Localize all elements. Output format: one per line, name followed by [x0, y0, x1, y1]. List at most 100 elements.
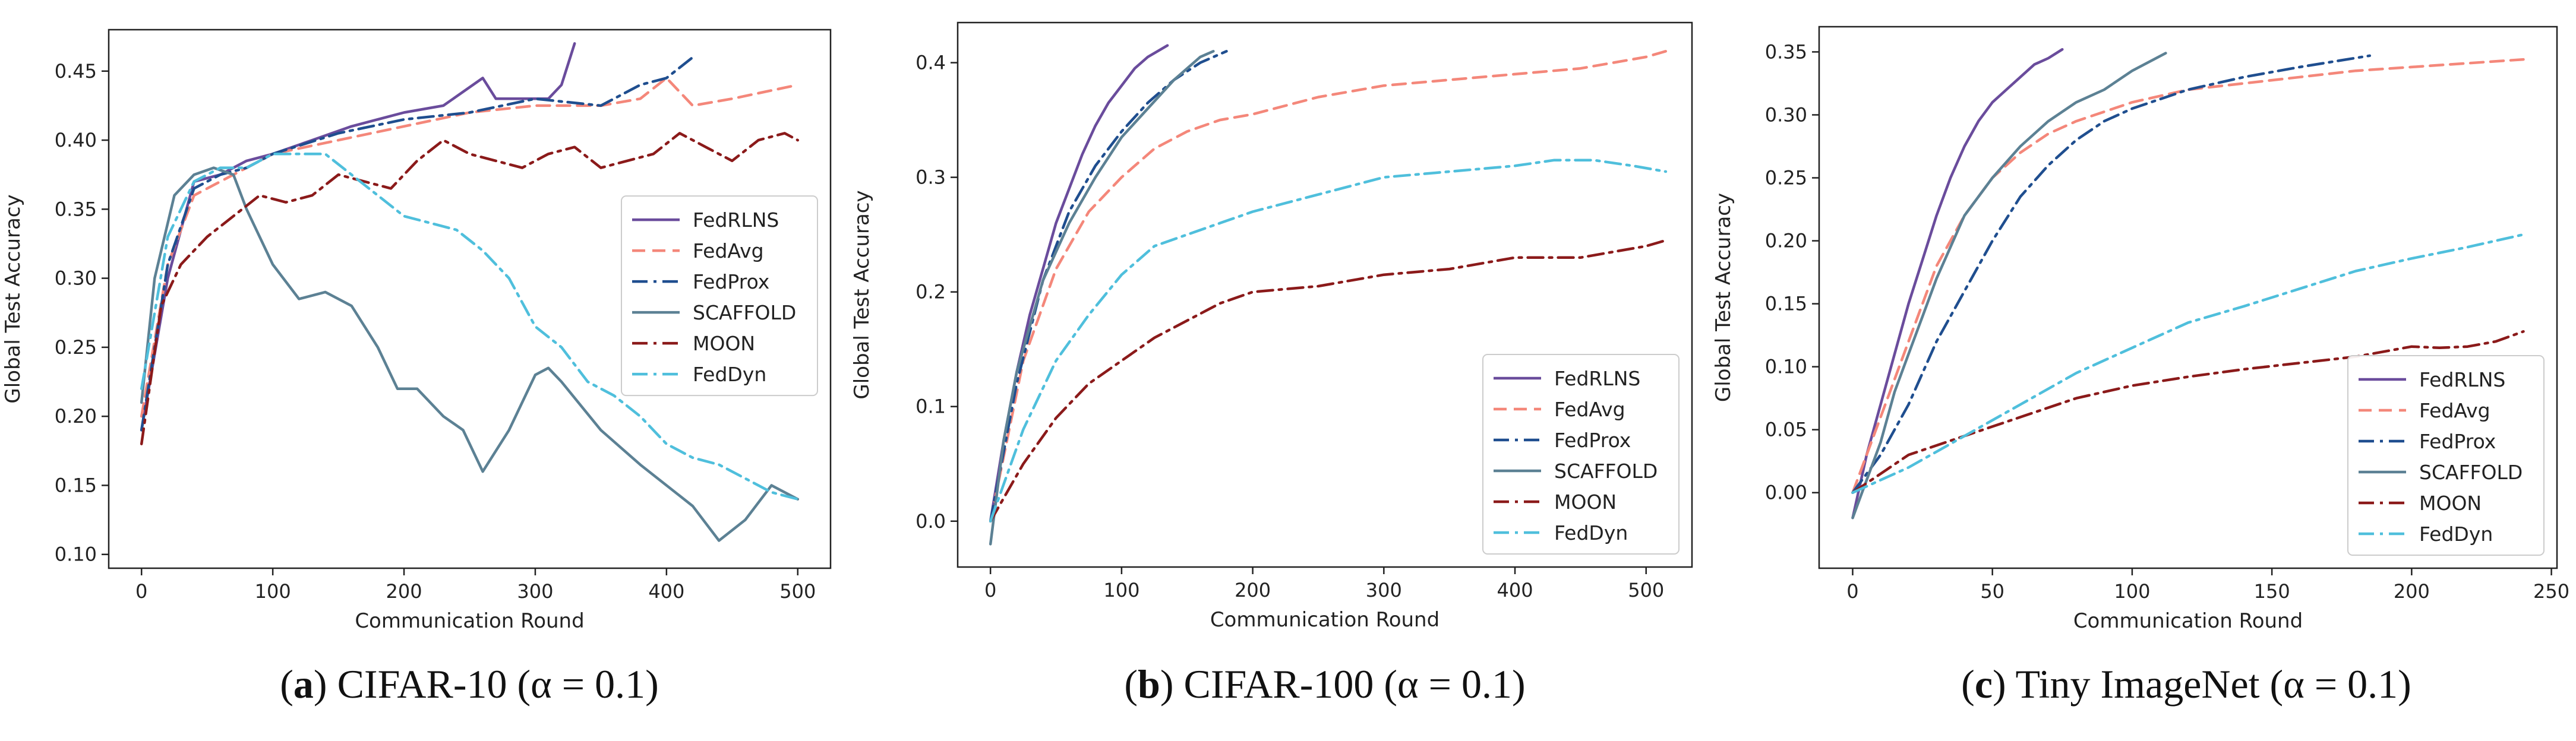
y-tick-label: 0.05: [1765, 419, 1807, 441]
x-tick-label: 300: [517, 580, 553, 603]
series-line-scaffold: [1851, 52, 2167, 520]
series-line-fedprox: [140, 56, 694, 432]
legend-label: FedRLNS: [1554, 367, 1640, 390]
caption-text: CIFAR-10 (α = 0.1): [337, 661, 659, 707]
series-line-feddyn: [989, 159, 1668, 523]
series-line-moon: [989, 239, 1668, 523]
caption-open-paren: (: [1961, 661, 1975, 707]
y-tick-label: 0.00: [1765, 482, 1807, 504]
legend-label: SCAFFOLD: [2419, 461, 2523, 484]
caption-label: a: [293, 661, 314, 707]
caption-text: CIFAR-100 (α = 0.1): [1183, 661, 1525, 707]
legend-label: FedRLNS: [693, 208, 779, 232]
y-axis-label: Global Test Accuracy: [850, 190, 874, 399]
legend: FedRLNS FedAvg FedProx SCAFFOLD MOON FedDyn: [621, 195, 818, 397]
x-axis-label: Communication Round: [2073, 609, 2303, 633]
x-tick-label: 100: [1103, 579, 1139, 601]
caption-label: b: [1138, 661, 1160, 707]
caption: (b) CIFAR-100 (α = 0.1): [1124, 661, 1525, 707]
series-group: [1851, 48, 2525, 520]
caption-open-paren: (: [280, 661, 293, 707]
caption-label: c: [1975, 661, 1993, 707]
legend-label: FedAvg: [1554, 398, 1625, 421]
y-tick-label: 0.20: [55, 405, 97, 428]
chart-panel-c: 0 50 100 150 200 250 0.00 0.05 0.10 0.15 0.20 0.25 0…: [1712, 26, 2569, 707]
series-line-feddyn: [140, 153, 800, 501]
x-tick-label: 50: [1980, 580, 2004, 603]
x-tick-label: 500: [779, 580, 816, 603]
legend-box: [1482, 354, 1680, 555]
y-tick-label: 0.35: [1765, 40, 1807, 63]
x-axis-label: Communication Round: [355, 609, 584, 633]
legend: FedRLNS FedAvg FedProx SCAFFOLD MOON FedDyn: [1482, 354, 1680, 555]
legend-box: [2347, 355, 2545, 556]
series-line-feddyn: [1851, 233, 2525, 494]
y-tick-label: 0.30: [55, 267, 97, 290]
series-line-fedprox: [989, 50, 1228, 523]
legend-label: FedDyn: [2419, 522, 2493, 546]
y-tick-label: 0.4: [916, 52, 946, 74]
y-tick-label: 0.45: [55, 60, 97, 83]
x-tick-label: 0: [135, 580, 147, 603]
series-line-fedavg: [1851, 58, 2525, 494]
y-tick-label: 0.1: [916, 395, 946, 418]
series-group: [989, 44, 1668, 546]
series-line-fedrlns: [140, 42, 576, 432]
y-axis-label: Global Test Accuracy: [1712, 193, 1735, 402]
x-tick-label: 0: [1846, 580, 1858, 603]
caption-close-paren: ): [1160, 661, 1184, 707]
y-tick-label: 0.2: [916, 281, 946, 303]
plot-frame: [956, 21, 1693, 568]
legend-label: FedAvg: [693, 239, 764, 262]
legend-label: FedRLNS: [2419, 368, 2505, 391]
y-tick-label: 0.20: [1765, 230, 1807, 252]
legend-label: FedAvg: [2419, 399, 2490, 422]
series-line-fedavg: [989, 50, 1668, 523]
plot-frame: [1818, 26, 2558, 569]
y-tick-label: 0.15: [1765, 293, 1807, 315]
legend-label: FedDyn: [693, 363, 766, 386]
series-group: [140, 42, 800, 542]
legend-label: SCAFFOLD: [1554, 460, 1658, 483]
series-line-scaffold: [140, 166, 800, 542]
x-tick-label: 400: [648, 580, 684, 603]
y-tick-label: 0.10: [1765, 356, 1807, 378]
x-tick-label: 0: [984, 579, 996, 601]
legend-box: [621, 195, 818, 397]
legend-label: FedDyn: [1554, 521, 1628, 544]
x-tick-label: 150: [2254, 580, 2290, 603]
x-tick-label: 200: [386, 580, 422, 603]
series-line-fedprox: [1851, 54, 2372, 494]
y-tick-label: 0.40: [55, 129, 97, 151]
series-line-moon: [1851, 330, 2525, 494]
caption-open-paren: (: [1124, 661, 1138, 707]
x-tick-label: 100: [2114, 580, 2150, 603]
legend-label: FedProx: [693, 270, 769, 293]
chart-panel-a: 0 100 200 300 400 500 0.10 0.15 0.20 0.25 0.30 0.35…: [1, 28, 832, 707]
y-tick-label: 0.25: [55, 336, 97, 359]
x-tick-label: 250: [2533, 580, 2569, 603]
x-tick-label: 500: [1628, 579, 1664, 601]
chart-panel-b: 0 100 200 300 400 500 0.0 0.1 0.2 0.3 0.4 Communica…: [850, 21, 1693, 707]
legend: FedRLNS FedAvg FedProx SCAFFOLD MOON FedDyn: [2347, 355, 2545, 556]
x-tick-label: 200: [2394, 580, 2430, 603]
legend-label: SCAFFOLD: [693, 301, 796, 324]
y-tick-label: 0.0: [916, 510, 946, 533]
x-tick-label: 400: [1497, 579, 1533, 601]
legend-label: MOON: [2419, 492, 2482, 515]
caption-close-paren: ): [314, 661, 337, 707]
caption: (c) Tiny ImageNet (α = 0.1): [1961, 661, 2411, 707]
legend-label: MOON: [1554, 490, 1617, 514]
x-axis-label: Communication Round: [1210, 608, 1439, 632]
y-tick-label: 0.3: [916, 166, 946, 189]
series-line-scaffold: [989, 50, 1215, 546]
x-tick-label: 200: [1235, 579, 1271, 601]
y-tick-label: 0.30: [1765, 103, 1807, 126]
x-tick-label: 100: [255, 580, 291, 603]
y-tick-label: 0.10: [55, 543, 97, 566]
series-line-fedrlns: [1851, 48, 2064, 520]
caption: (a) CIFAR-10 (α = 0.1): [280, 661, 658, 707]
legend-label: FedProx: [1554, 429, 1631, 452]
legend-label: FedProx: [2419, 430, 2496, 453]
